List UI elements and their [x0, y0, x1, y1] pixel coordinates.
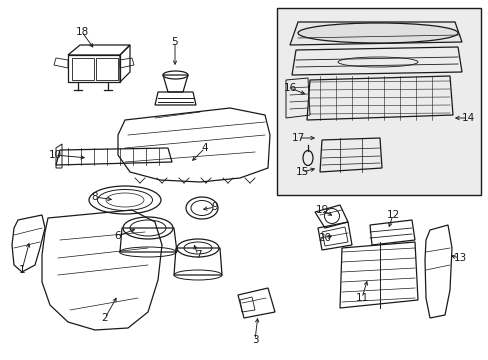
Text: 2: 2 [102, 313, 108, 323]
Text: 8: 8 [92, 192, 98, 202]
Text: 1: 1 [19, 265, 25, 275]
Ellipse shape [297, 23, 457, 43]
Text: 16: 16 [283, 83, 296, 93]
Text: 14: 14 [461, 113, 474, 123]
Text: 4: 4 [201, 143, 208, 153]
Text: 17: 17 [291, 133, 304, 143]
Text: 19: 19 [315, 205, 328, 215]
Text: 9: 9 [211, 202, 218, 212]
Bar [276, 8, 480, 195]
Polygon shape [289, 22, 461, 45]
Text: 5: 5 [171, 37, 178, 47]
Text: 3: 3 [251, 335, 258, 345]
Text: 12: 12 [386, 210, 399, 220]
Text: 15: 15 [295, 167, 308, 177]
Text: 13: 13 [452, 253, 466, 263]
Text: 6: 6 [115, 231, 121, 241]
Text: 10: 10 [48, 150, 61, 160]
Text: 7: 7 [194, 250, 201, 260]
Text: 20: 20 [318, 233, 331, 243]
Text: 18: 18 [75, 27, 88, 37]
Text: 11: 11 [355, 293, 368, 303]
